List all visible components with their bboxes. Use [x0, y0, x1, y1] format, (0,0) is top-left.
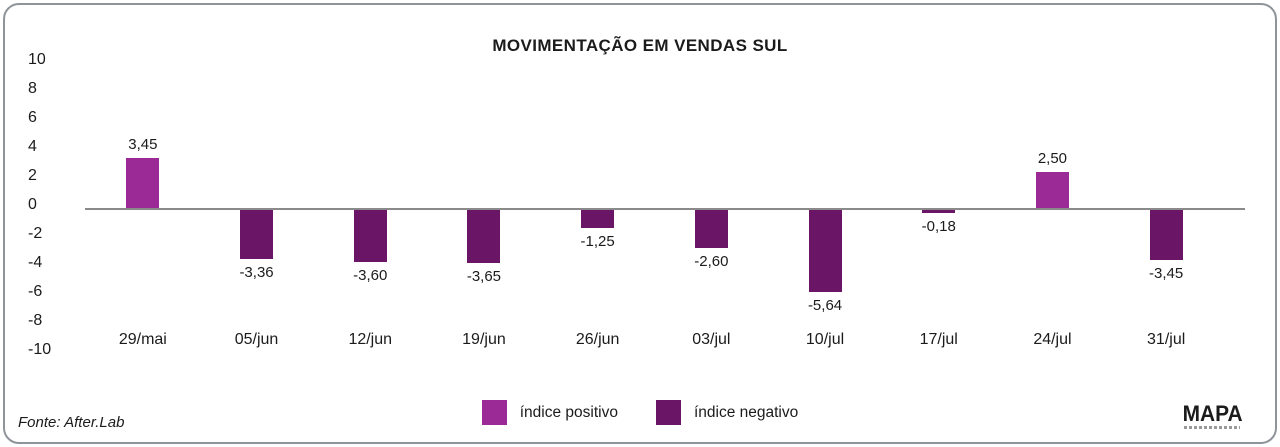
x-tick-label: 19/jun [462, 331, 506, 348]
y-tick-label: -2 [28, 225, 43, 242]
bar [1149, 210, 1183, 260]
legend-item-positive: índice positivo [481, 400, 618, 425]
legend-item-negative: índice negativo [655, 400, 799, 425]
bar-value-label: -3,36 [239, 264, 274, 281]
x-tick-label: 10/jul [805, 331, 845, 348]
y-tick-label: 6 [28, 109, 37, 126]
x-tick-label: 26/jun [575, 331, 620, 348]
y-tick-label: 0 [28, 196, 37, 213]
bar [126, 158, 160, 208]
positive-swatch [481, 400, 507, 425]
bar [353, 210, 387, 262]
bar-value-label: -2,60 [694, 253, 729, 270]
y-tick-label: 8 [28, 80, 37, 97]
x-tick-label: 17/jul [919, 331, 958, 348]
chart-title: MOVIMENTAÇÃO EM VENDAS SUL [492, 36, 788, 55]
bar [808, 210, 842, 292]
x-tick-label: 24/jul [1033, 331, 1072, 348]
y-tick-label: 10 [28, 51, 46, 68]
y-tick-label: -6 [28, 283, 43, 300]
x-tick-label: 12/jun [348, 331, 393, 348]
y-tick-label: -4 [28, 254, 43, 271]
chart-card [3, 3, 1277, 444]
bar [922, 210, 956, 213]
bar [694, 210, 728, 248]
bar-value-label: 3,45 [128, 136, 158, 153]
x-tick-label: 29/mai [118, 331, 167, 348]
y-tick-label: -8 [28, 312, 43, 329]
bar-value-label: -0,18 [921, 218, 956, 235]
bar [581, 210, 615, 228]
source-note: Fonte: After.Lab [18, 414, 125, 431]
negative-swatch [655, 400, 681, 425]
bar [240, 210, 274, 259]
brand-logo: MAPA [1181, 402, 1244, 429]
brand-name: MAPA [1182, 401, 1243, 426]
bar-value-label: -5,64 [807, 297, 843, 314]
bar [1035, 172, 1069, 208]
legend-label-positive: índice positivo [519, 403, 618, 421]
bar-value-label: 2,50 [1037, 150, 1068, 167]
y-tick-label: 4 [28, 138, 37, 155]
bar-value-label: -3,65 [466, 268, 502, 285]
legend: índice positivo índice negativo [0, 400, 1280, 425]
y-tick-label: -10 [28, 341, 52, 358]
x-tick-label: 03/jul [692, 331, 731, 348]
bar [467, 210, 501, 263]
bar-value-label: -1,25 [580, 233, 615, 250]
bar-value-label: -3,60 [353, 267, 388, 284]
brand-tagline [1184, 426, 1241, 429]
legend-label-negative: índice negativo [693, 403, 799, 421]
x-axis-line [85, 208, 1245, 210]
x-tick-label: 05/jun [234, 331, 279, 348]
x-tick-label: 31/jul [1147, 331, 1186, 348]
y-tick-label: 2 [28, 167, 37, 184]
bar-value-label: -3,45 [1149, 265, 1184, 282]
